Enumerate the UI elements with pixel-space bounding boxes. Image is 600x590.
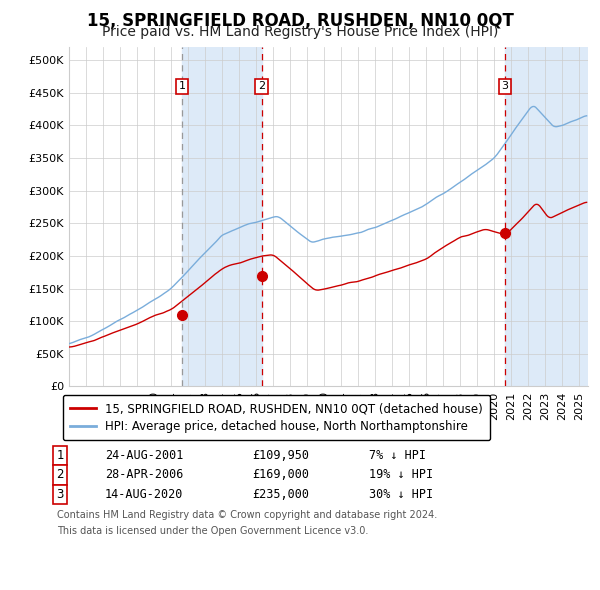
Text: Price paid vs. HM Land Registry's House Price Index (HPI): Price paid vs. HM Land Registry's House … — [102, 25, 498, 39]
Text: Contains HM Land Registry data © Crown copyright and database right 2024.: Contains HM Land Registry data © Crown c… — [57, 510, 437, 520]
Text: 7% ↓ HPI: 7% ↓ HPI — [369, 449, 426, 462]
Text: 15, SPRINGFIELD ROAD, RUSHDEN, NN10 0QT: 15, SPRINGFIELD ROAD, RUSHDEN, NN10 0QT — [86, 12, 514, 30]
Text: 1: 1 — [179, 81, 185, 91]
Text: £235,000: £235,000 — [252, 488, 309, 501]
Bar — [182, 47, 262, 386]
Text: 2: 2 — [258, 81, 265, 91]
Text: 24-AUG-2001: 24-AUG-2001 — [105, 449, 184, 462]
Text: 14-AUG-2020: 14-AUG-2020 — [105, 488, 184, 501]
Text: 3: 3 — [502, 81, 508, 91]
Text: 30% ↓ HPI: 30% ↓ HPI — [369, 488, 433, 501]
Text: 19% ↓ HPI: 19% ↓ HPI — [369, 468, 433, 481]
Text: £109,950: £109,950 — [252, 449, 309, 462]
Text: £169,000: £169,000 — [252, 468, 309, 481]
Text: 3: 3 — [56, 488, 64, 501]
Text: 1: 1 — [56, 449, 64, 462]
Text: 2: 2 — [56, 468, 64, 481]
Text: 28-APR-2006: 28-APR-2006 — [105, 468, 184, 481]
Bar — [505, 47, 588, 386]
Text: This data is licensed under the Open Government Licence v3.0.: This data is licensed under the Open Gov… — [57, 526, 368, 536]
Legend: 15, SPRINGFIELD ROAD, RUSHDEN, NN10 0QT (detached house), HPI: Average price, de: 15, SPRINGFIELD ROAD, RUSHDEN, NN10 0QT … — [63, 395, 490, 440]
